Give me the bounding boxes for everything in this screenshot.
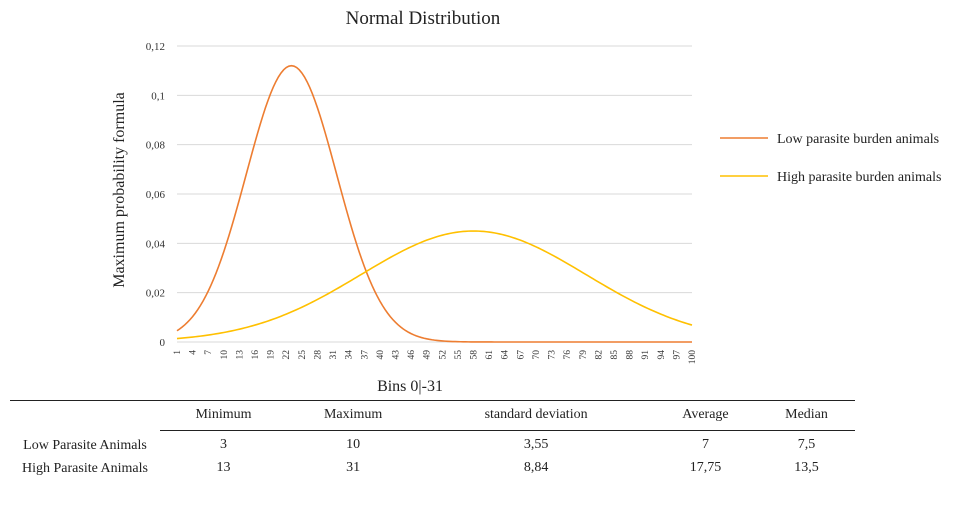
- row-label: High Parasite Animals: [22, 460, 148, 476]
- table-header-cell: Minimum: [160, 400, 287, 431]
- x-tick-label: 61: [485, 350, 495, 360]
- y-tick-label: 0,1: [151, 90, 165, 102]
- x-tick-label: 55: [454, 350, 464, 360]
- normal-distribution-chart: Normal Distribution 0 0,02 0,04 0,06 0,08 0,1…: [111, 8, 941, 395]
- x-tick-label: 25: [298, 350, 308, 360]
- x-tick-label: 52: [438, 350, 448, 360]
- x-axis-label: Bins 0|-31: [377, 378, 443, 395]
- table-row: High Parasite Animals 13 31 8,84 17,75 13,5: [10, 454, 855, 477]
- y-tick-label: 0,06: [146, 189, 166, 201]
- y-tick-label: 0: [160, 337, 166, 349]
- x-tick-label: 73: [548, 350, 558, 360]
- table-cell: 10: [346, 437, 361, 452]
- table-header-row: Minimum Maximum standard deviation Average M…: [10, 400, 855, 431]
- table-cell: 17,75: [689, 459, 722, 475]
- x-tick-label: 43: [391, 350, 401, 360]
- chart-title: Normal Distribution: [346, 8, 501, 29]
- x-tick-label: 46: [407, 350, 417, 360]
- table-cell: 13: [216, 459, 231, 475]
- statistics-table: Minimum Maximum standard deviation Average M…: [10, 400, 855, 477]
- x-tick-label: 22: [282, 350, 292, 360]
- x-tick-label: 13: [235, 350, 245, 360]
- x-tick-label: 31: [329, 350, 339, 360]
- x-tick-label: 82: [594, 350, 604, 360]
- x-tick-label: 37: [360, 350, 370, 360]
- series-lines: [176, 64, 693, 343]
- table-header-cell: standard deviation: [419, 400, 653, 431]
- x-tick-label: 94: [657, 350, 667, 360]
- x-tick-label: 67: [516, 350, 526, 360]
- x-tick-label: 4: [189, 350, 199, 355]
- table-cell: 3,55: [523, 437, 549, 452]
- x-tick-label: 19: [267, 350, 277, 360]
- table-cell: 31: [346, 459, 361, 475]
- x-tick-label: 7: [204, 350, 214, 355]
- y-axis-ticks: 0 0,02 0,04 0,06 0,08 0,1 0,12: [146, 41, 166, 349]
- x-tick-label: 91: [641, 350, 651, 360]
- x-tick-label: 76: [563, 350, 573, 360]
- x-tick-label: 49: [423, 350, 433, 360]
- legend-label: High parasite burden animals: [777, 170, 941, 185]
- x-tick-label: 100: [688, 350, 698, 365]
- x-tick-label: 40: [376, 350, 386, 360]
- x-tick-label: 1: [173, 350, 183, 355]
- x-tick-label: 16: [251, 350, 261, 360]
- x-tick-label: 34: [345, 350, 355, 360]
- series-line-high: [176, 230, 693, 340]
- y-tick-label: 0,04: [146, 238, 166, 250]
- x-tick-label: 97: [672, 350, 682, 360]
- y-tick-label: 0,02: [146, 288, 165, 300]
- x-tick-label: 70: [532, 350, 542, 360]
- x-tick-label: 85: [610, 350, 620, 360]
- table-cell: 7: [701, 437, 709, 452]
- y-axis-label: Maximum probability formula: [111, 92, 128, 288]
- table-cell: 3: [220, 437, 227, 452]
- table-header-blank: [10, 401, 160, 431]
- series-line-low: [176, 64, 692, 343]
- table-cell: 8,84: [523, 459, 549, 475]
- row-label: Low Parasite Animals: [23, 437, 147, 453]
- x-tick-label: 88: [626, 350, 636, 360]
- x-tick-label: 58: [470, 350, 480, 360]
- table-cell: 13,5: [794, 459, 819, 475]
- x-axis-ticks: 1 4 7 10 13 16 19 22 25 28 31 34 37 40 43 46 49 52 55 58 61 6…: [173, 350, 698, 365]
- legend: Low parasite burden animals High parasite…: [720, 132, 941, 185]
- table-row: Low Parasite Animals 3 10 3,55 7 7,5: [10, 431, 855, 454]
- legend-label: Low parasite burden animals: [777, 132, 939, 147]
- x-tick-label: 28: [313, 350, 323, 360]
- y-tick-label: 0,12: [146, 41, 165, 53]
- x-tick-label: 10: [220, 350, 230, 360]
- gridlines: [177, 45, 692, 343]
- table-cell: 7,5: [797, 437, 816, 452]
- y-tick-label: 0,08: [146, 140, 166, 152]
- table-header-cell: Maximum: [287, 400, 420, 431]
- x-tick-label: 64: [501, 350, 511, 360]
- table-header-cell: Average: [652, 400, 759, 431]
- x-tick-label: 79: [579, 350, 589, 360]
- table-header-cell: Median: [758, 400, 855, 431]
